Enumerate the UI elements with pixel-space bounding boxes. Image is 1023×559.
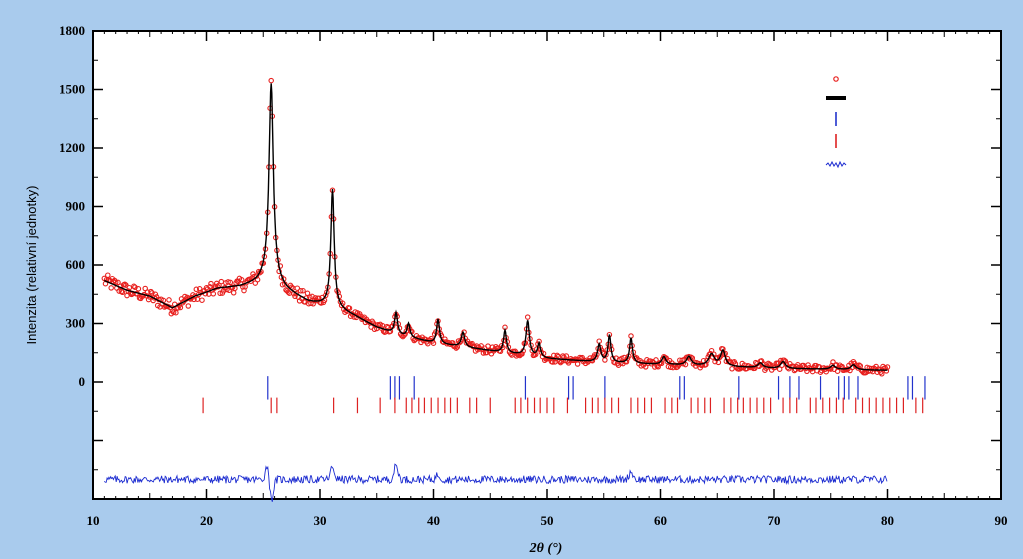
observed-point	[346, 305, 353, 311]
observed-point	[277, 263, 284, 269]
observed-point	[122, 281, 128, 287]
observed-point	[560, 353, 566, 359]
x-tick-label: 80	[881, 513, 894, 528]
observed-point	[783, 361, 790, 368]
calculated-line-path	[103, 83, 888, 371]
observed-point	[868, 365, 875, 372]
observed-point	[603, 352, 609, 358]
observed-point	[105, 272, 111, 278]
legend	[825, 76, 847, 169]
observed-point	[285, 289, 291, 295]
phase2-reflection-ticks	[202, 397, 924, 414]
y-tick-label: 600	[66, 257, 86, 272]
x-tick-label: 50	[541, 513, 554, 528]
plot-area	[92, 30, 1002, 500]
observed-point	[554, 352, 560, 359]
observed-point	[268, 77, 274, 84]
difference-line-path	[103, 463, 888, 502]
observed-point	[653, 357, 659, 363]
observed-point	[884, 364, 891, 370]
observed-point	[453, 345, 459, 351]
observed-point	[177, 304, 184, 311]
observed-point	[442, 336, 448, 342]
observed-point	[108, 285, 114, 291]
observed-point	[227, 279, 234, 286]
y-axis-title: Intenzita (relativní jednotky)	[24, 186, 39, 345]
calculated-line	[103, 83, 888, 371]
observed-point	[217, 290, 223, 297]
observed-point	[879, 371, 885, 377]
x-axis-ticks	[92, 31, 1002, 499]
observed-point	[203, 285, 210, 291]
x-tick-label: 10	[87, 513, 100, 528]
y-tick-label: 1200	[59, 140, 85, 155]
observed-point	[763, 365, 769, 371]
observed-point	[170, 309, 177, 315]
y-tick-label: 1800	[59, 23, 85, 38]
x-tick-label: 40	[427, 513, 440, 528]
y-tick-label: 1500	[59, 82, 85, 97]
observed-point	[655, 364, 661, 370]
observed-point	[549, 359, 556, 365]
observed-point	[131, 283, 137, 290]
observed-point	[254, 276, 261, 283]
x-tick-label: 90	[995, 513, 1008, 528]
observed-point	[279, 281, 286, 288]
observed-point	[193, 286, 200, 293]
difference-curve	[103, 463, 888, 502]
y-tick-label: 0	[79, 374, 86, 389]
x-tick-label: 20	[200, 513, 213, 528]
observed-point	[720, 346, 726, 352]
y-tick-label: 300	[66, 316, 86, 331]
observed-point	[602, 357, 608, 363]
observed-point	[563, 353, 570, 359]
y-tick-label: 900	[66, 199, 86, 214]
observed-point	[119, 289, 126, 296]
legend-observed-marker	[833, 76, 839, 82]
observed-point	[166, 297, 172, 303]
x-tick-label: 60	[654, 513, 667, 528]
observed-point	[185, 303, 192, 309]
phase1-reflection-ticks	[267, 376, 926, 400]
observed-point	[126, 284, 133, 291]
observed-point	[248, 278, 254, 284]
observed-point	[312, 295, 319, 301]
observed-point	[524, 314, 531, 320]
observed-point	[225, 279, 231, 285]
observed-point	[300, 287, 306, 294]
observed-point	[805, 362, 811, 368]
observed-point	[480, 350, 487, 356]
observed-point	[152, 291, 159, 298]
observed-point	[116, 288, 122, 294]
observed-point	[112, 279, 119, 285]
observed-point	[210, 291, 217, 297]
x-axis-title: 2θ (°)	[529, 541, 563, 556]
observed-point	[123, 282, 129, 288]
observed-point	[148, 288, 154, 295]
observed-point	[776, 366, 783, 372]
x-tick-label: 70	[768, 513, 781, 528]
observed-point	[135, 286, 142, 292]
observed-point	[294, 285, 301, 291]
x-tick-labels: 10 20 30 40 50 60 70 80 90	[87, 513, 1008, 528]
observed-point	[304, 290, 311, 297]
observed-point	[115, 279, 121, 286]
observed-point	[297, 288, 304, 294]
observed-point	[208, 280, 214, 287]
observed-point	[292, 293, 298, 300]
observed-point	[199, 297, 205, 303]
y-axis-ticks	[93, 30, 1001, 500]
x-tick-label: 30	[314, 513, 327, 528]
y-tick-labels: 0 300 600 900 1200 1500 1800	[59, 23, 85, 389]
observed-point	[430, 340, 437, 346]
observed-point	[238, 277, 245, 283]
legend-difference-marker	[825, 160, 847, 169]
observed-point	[557, 359, 564, 366]
observed-point	[682, 361, 689, 368]
